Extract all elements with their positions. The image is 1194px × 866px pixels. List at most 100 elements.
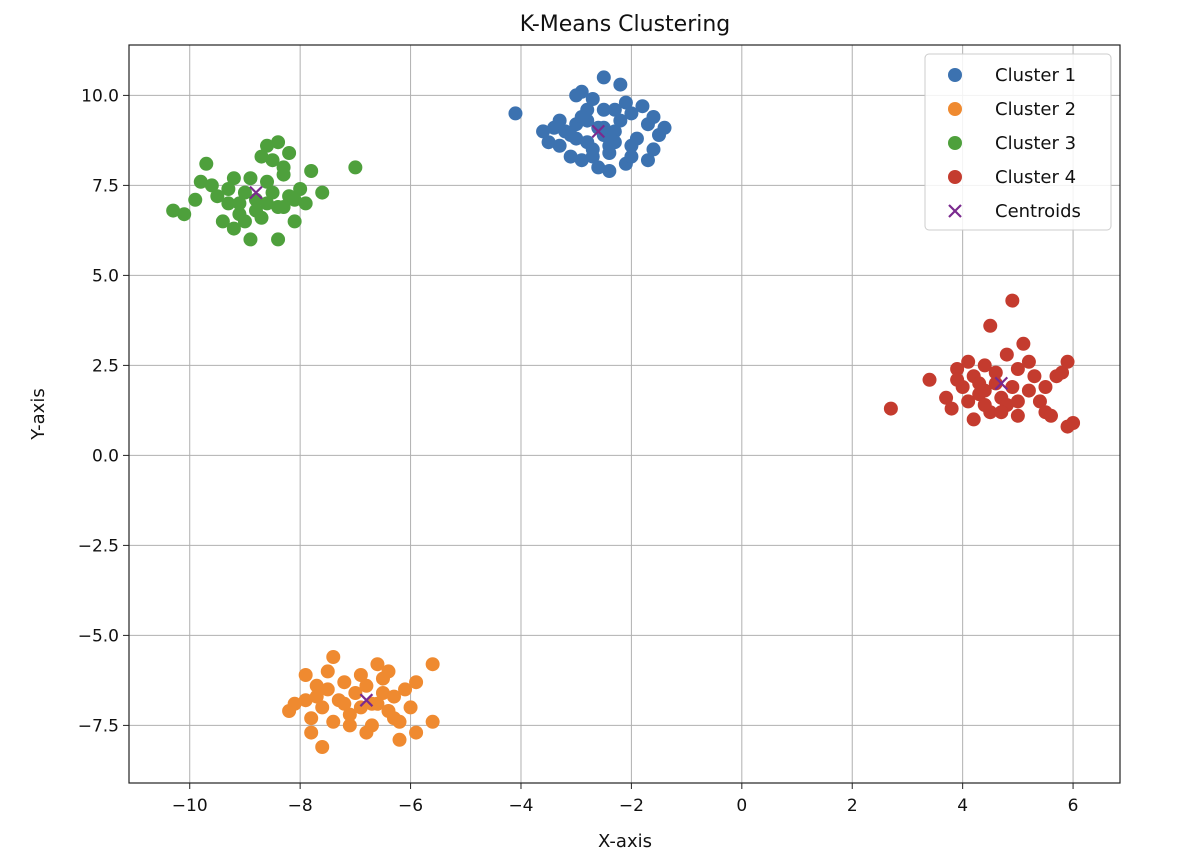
cluster-3-point [193,174,208,189]
cluster-1-point [596,70,611,85]
cluster-4-point [999,347,1014,362]
cluster-3-point [260,138,275,153]
cluster-1-point [541,135,556,150]
cluster-3-point [243,232,258,247]
cluster-3-point [287,214,302,229]
cluster-4-point [883,401,898,416]
cluster-2-point [425,657,440,672]
centroid-marker [249,185,263,200]
centroid-marker [591,124,606,139]
cluster-1-point [646,142,661,157]
cluster-4-point [1043,408,1058,423]
cluster-3-point [221,196,236,211]
cluster-3-point [315,185,330,200]
y-tick-label: 5.0 [92,266,119,286]
centroid-marker [359,693,374,707]
x-tick-label: −4 [508,796,533,816]
cluster-4-point [1055,365,1070,380]
cluster-4-point [977,398,992,412]
cluster-1-point [574,153,589,168]
y-tick-label: 0.0 [92,446,119,466]
centroid-marker-stroke [359,693,374,707]
cluster-1-point [657,120,672,135]
cluster-2-point [409,725,424,740]
legend-label: Centroids [995,201,1081,222]
cluster-2-point [387,689,402,704]
plot-frame [128,44,1121,784]
cluster-3-point [293,182,308,196]
y-tick-label: −5.0 [78,626,119,646]
cluster-2-point [337,675,352,690]
cluster-1-point [607,124,622,139]
cluster-4-point [988,365,1003,380]
cluster-1-point [569,88,584,103]
cluster-2-point [337,696,352,711]
cluster-3-point [282,146,297,160]
cluster-1-point [596,102,611,117]
x-tick-label: −8 [288,796,313,816]
cluster-3-point [232,196,247,211]
cluster-3-point [260,174,275,189]
cluster-1-point [640,153,655,168]
cluster-2-point [309,689,324,704]
legend-label: Cluster 2 [995,99,1076,120]
cluster-3-point [254,149,269,164]
cluster-2-point [353,668,368,682]
cluster-1-point [607,102,622,117]
cluster-1-point [552,113,567,128]
cluster-3-point [204,178,219,193]
cluster-2-point [309,678,324,693]
cluster-2-point [304,711,319,726]
cluster-4-point [950,372,965,387]
data-points [166,70,1081,754]
cluster-2-point [298,693,313,708]
cluster-2-point [381,664,396,679]
cluster-1-point [646,110,661,124]
cluster-2-point [425,714,440,729]
cluster-4-point [1032,394,1047,409]
cluster-2-point [342,718,357,733]
cluster-3-point [237,185,252,200]
cluster-3-point [260,196,275,211]
cluster-4-point [1066,416,1081,430]
cluster-3-point [287,192,302,207]
cluster-3-point [226,171,241,186]
cluster-1-point [508,106,523,121]
cluster-1-point [563,128,578,142]
centroid-marker-stroke [994,376,1009,391]
cluster-4-point [1021,354,1036,369]
x-tick-label: 4 [957,796,968,816]
cluster-3-point [276,160,291,175]
cluster-3-point [265,185,280,200]
cluster-3-point [221,182,236,196]
y-tick-label: −2.5 [78,536,119,556]
chart-title: K-Means Clustering [520,12,731,37]
cluster-4-point [939,390,954,405]
cluster-3-point [243,171,258,186]
cluster-4-point [994,405,1009,420]
cluster-3-point [304,164,319,178]
legend-marker [948,102,962,116]
cluster-4-point [1016,336,1031,351]
cluster-3-point [348,160,363,175]
cluster-3-point [215,214,230,229]
cluster-2-point [353,700,368,715]
cluster-1-point [635,99,650,114]
cluster-1-point [624,106,639,121]
cluster-4-point [966,412,981,427]
cluster-2-point [375,686,390,700]
cluster-1-point [585,92,600,106]
y-tick-label: 2.5 [92,356,119,376]
cluster-1-point [624,149,639,164]
cluster-4-point [1010,394,1025,409]
cluster-4-point [922,372,937,387]
cluster-2-point [287,696,302,711]
cluster-3-point [199,156,214,171]
cluster-2-point [392,732,407,747]
cluster-2-point [359,678,374,693]
cluster-3-point [271,135,286,150]
x-tick-label: 6 [1068,796,1079,816]
cluster-3-point [226,221,241,236]
cluster-4-point [1027,369,1042,384]
